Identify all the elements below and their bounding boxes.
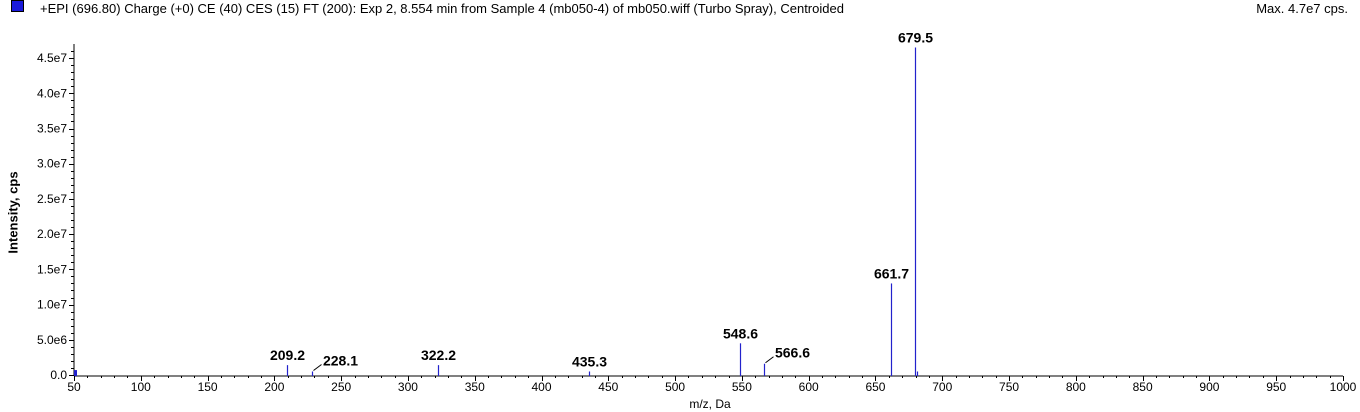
axes: 50 100 150 200 250 300 350 400 450 500 550 600 650 70… xyxy=(37,44,1357,394)
x-tick-label: 350 xyxy=(465,380,485,394)
x-tick-label: 850 xyxy=(1133,380,1153,394)
y-tick-label: 3.0e7 xyxy=(37,157,67,171)
peak-label: 566.6 xyxy=(775,345,810,361)
x-axis-label: m/z, Da xyxy=(689,397,731,411)
y-tick-label: 4.0e7 xyxy=(37,86,67,100)
x-tick-label: 700 xyxy=(932,380,952,394)
peak-label: 548.6 xyxy=(723,325,758,341)
x-tick-label: 400 xyxy=(532,380,552,394)
y-tick-label: 4.5e7 xyxy=(37,51,67,65)
spectrum-color-swatch xyxy=(11,0,24,12)
peak-label: 435.3 xyxy=(572,353,607,369)
x-tick-label: 750 xyxy=(999,380,1019,394)
x-tick-label: 800 xyxy=(1066,380,1086,394)
chart-title: +EPI (696.80) Charge (+0) CE (40) CES (1… xyxy=(40,1,844,16)
peak-leader-line xyxy=(765,356,774,364)
x-tick-label: 900 xyxy=(1199,380,1219,394)
x-tick-label: 100 xyxy=(131,380,151,394)
x-tick-label: 550 xyxy=(732,380,752,394)
x-tick-label: 300 xyxy=(398,380,418,394)
peak-label: 322.2 xyxy=(421,347,456,363)
peak-label: 679.5 xyxy=(898,30,933,46)
x-tick-label: 600 xyxy=(799,380,819,394)
y-tick-label: 1.0e7 xyxy=(37,298,67,312)
max-intensity-label: Max. 4.7e7 cps. xyxy=(1256,1,1348,16)
x-tick-label: 950 xyxy=(1266,380,1286,394)
y-tick-label: 0.0 xyxy=(50,368,67,382)
peak-leader-line xyxy=(313,364,322,371)
x-tick-label: 50 xyxy=(67,380,81,394)
y-tick-label: 2.5e7 xyxy=(37,192,67,206)
x-tick-label: 650 xyxy=(865,380,885,394)
x-tick-label: 1000 xyxy=(1330,380,1357,394)
x-tick-label: 150 xyxy=(198,380,218,394)
y-tick-label: 1.5e7 xyxy=(37,262,67,276)
x-tick-label: 450 xyxy=(598,380,618,394)
y-tick-label: 5.0e6 xyxy=(37,333,67,347)
y-tick-label: 2.0e7 xyxy=(37,227,67,241)
x-tick-label: 200 xyxy=(264,380,284,394)
peak-label: 209.2 xyxy=(270,347,305,363)
peak-label: 661.7 xyxy=(874,265,909,281)
x-tick-label: 500 xyxy=(665,380,685,394)
peaks xyxy=(74,47,919,376)
chart-header: +EPI (696.80) Charge (+0) CE (40) CES (1… xyxy=(0,0,1360,18)
x-tick-label: 250 xyxy=(331,380,351,394)
peak-labels: 209.2 228.1 322.2 435.3 548.6 566.6 661.7 679.5 xyxy=(270,30,933,371)
peak-label: 228.1 xyxy=(323,352,358,368)
y-tick-label: 3.5e7 xyxy=(37,122,67,136)
